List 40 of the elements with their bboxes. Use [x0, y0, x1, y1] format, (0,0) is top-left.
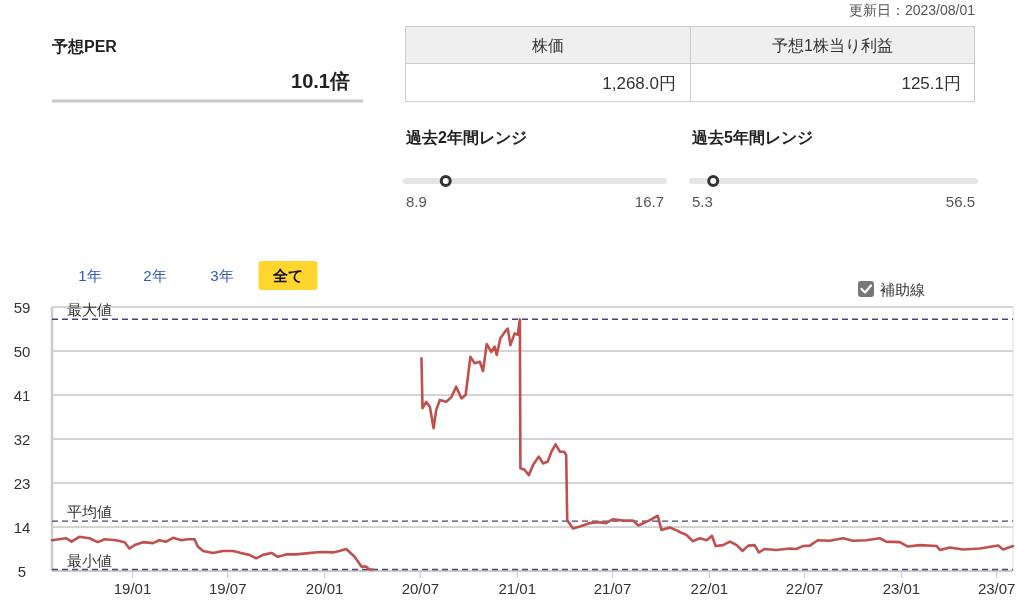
text: 16.7 [634, 193, 664, 210]
text: 補助線 [880, 281, 925, 298]
x-tick-label: 21/01 [498, 580, 537, 597]
text: 8.9 [406, 193, 427, 210]
ref-line-label: 最小値 [67, 551, 112, 569]
text: 3年 [210, 267, 234, 284]
text: 1,268.0円 [602, 74, 676, 93]
line-series [420, 317, 1015, 554]
text: 1年 [78, 267, 102, 284]
y-tick-label: 23 [13, 474, 31, 492]
y-tick-label: 41 [13, 386, 31, 404]
text: 更新日：2023/08/01 [848, 2, 976, 18]
text: 56.5 [945, 193, 975, 210]
text: 株価 [530, 37, 564, 54]
text: 予想PER [51, 38, 118, 55]
x-tick-label: 20/07 [401, 580, 440, 597]
text: 過去5年間レンジ [691, 129, 813, 146]
text: 125.1円 [901, 74, 961, 93]
line-series [50, 535, 374, 571]
text: 2年 [143, 267, 167, 284]
x-tick-label: 19/01 [113, 580, 152, 597]
text: 過去2年間レンジ [405, 129, 527, 146]
ref-line-label: 平均値 [67, 503, 112, 521]
x-tick-label: 22/07 [785, 580, 824, 597]
y-tick-label: 59 [13, 298, 31, 316]
y-tick-label: 50 [13, 342, 31, 360]
x-tick-label: 19/07 [209, 580, 247, 597]
x-tick-label: 21/07 [593, 580, 632, 597]
x-tick-label: 23/07 [977, 580, 1016, 597]
x-tick-label: 23/01 [882, 580, 921, 597]
ref-line-label: 最大値 [67, 301, 112, 319]
x-tick-label: 22/01 [690, 580, 729, 597]
y-tick-label: 32 [13, 430, 31, 448]
x-tick-label: 20/01 [305, 580, 344, 597]
y-tick-label: 14 [13, 518, 31, 536]
text: 予想1株当り利益 [772, 37, 893, 54]
text: 全て [272, 267, 303, 284]
text: 5.3 [692, 193, 713, 210]
y-tick-label: 5 [17, 562, 27, 580]
text: 10.1倍 [291, 70, 350, 92]
